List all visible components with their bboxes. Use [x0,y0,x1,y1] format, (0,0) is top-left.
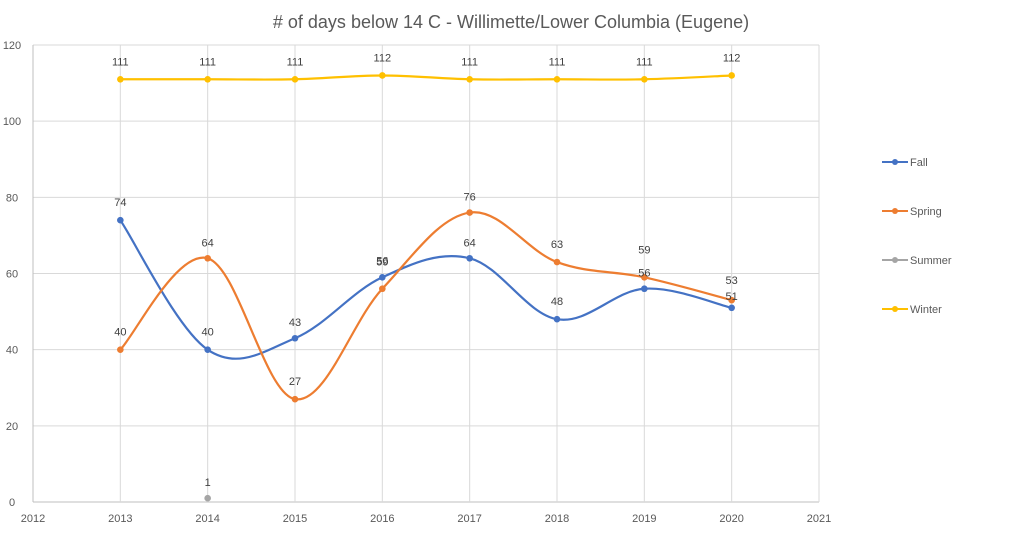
summer-data-label: 1 [205,477,211,489]
fall-data-label: 64 [464,237,476,249]
series-layer [117,72,735,502]
winter-point [728,72,735,79]
x-tick-label: 2013 [108,513,132,525]
winter-data-label: 112 [374,52,392,64]
fall-point [379,274,386,281]
winter-data-label: 111 [112,56,129,68]
chart-title: # of days below 14 C - Willimette/Lower … [273,12,749,32]
grid-layer [32,44,820,503]
winter-data-label: 111 [549,56,566,68]
legend-label-winter: Winter [910,304,942,316]
y-tick-label: 80 [6,192,18,204]
series-winter [117,72,735,83]
y-tick-label: 0 [9,497,15,509]
fall-point [641,285,648,293]
winter-point [466,75,473,83]
winter-data-label: 111 [636,56,653,68]
spring-data-label: 76 [464,192,476,204]
spring-data-label: 63 [551,239,563,251]
legend: Fall Spring Summer Winter [882,157,952,316]
spring-point [641,274,648,281]
series-spring [117,209,735,403]
winter-data-label: 111 [199,56,216,68]
spring-data-label: 40 [114,327,126,339]
fall-point [553,315,561,323]
x-tick-label: 2020 [719,513,743,525]
y-tick-label: 20 [6,421,18,433]
legend-item-winter: Winter [882,304,942,316]
x-tick-label: 2015 [283,513,307,525]
x-tick-label: 2014 [195,513,219,525]
fall-data-label: 43 [289,317,301,329]
spring-data-label: 59 [638,244,650,256]
fall-point [728,304,735,312]
y-tick-label: 120 [3,40,21,52]
winter-point [379,72,386,79]
fall-data-label: 56 [638,268,650,280]
spring-data-label: 53 [726,275,738,287]
fall-data-label: 40 [202,327,214,339]
winter-point [117,75,124,83]
legend-marker-summer [892,257,898,263]
x-tick-label: 2016 [370,513,394,525]
fall-point [291,334,299,342]
fall-data-label: 48 [551,296,563,308]
winter-point [291,75,299,83]
spring-point [117,346,124,353]
winter-line [119,74,733,81]
x-tick-label: 2012 [21,513,45,525]
x-tick-label: 2017 [457,513,481,525]
legend-label-fall: Fall [910,157,928,169]
series-fall [117,216,735,360]
legend-label-spring: Spring [910,206,942,218]
series-summer [204,494,211,502]
fall-point [466,254,473,262]
x-tick-label: 2018 [545,513,569,525]
legend-marker-winter [892,306,898,312]
spring-data-label: 56 [376,256,388,268]
legend-item-summer: Summer [882,255,952,267]
winter-point [553,75,561,83]
axis-layer: 0 20 40 60 80 100 120 2012 2013 2014 2015 2016 2017 2… [3,40,831,525]
spring-point [553,258,561,266]
spring-point [728,296,735,304]
spring-data-label: 27 [289,376,301,388]
spring-point [291,395,299,403]
x-tick-label: 2021 [807,513,831,525]
spring-point [204,254,211,262]
x-tick-label: 2019 [632,513,656,525]
winter-data-label: 112 [723,52,741,64]
winter-point [204,75,211,83]
y-tick-label: 40 [6,345,18,357]
y-tick-label: 60 [6,269,18,281]
legend-item-spring: Spring [882,206,942,218]
fall-data-label: 51 [726,291,738,303]
spring-data-label: 64 [202,237,214,249]
y-tick-label: 100 [3,116,21,128]
winter-data-label: 111 [461,56,478,68]
fall-point [204,346,211,353]
legend-item-fall: Fall [882,157,928,169]
legend-marker-spring [892,208,898,214]
legend-marker-fall [892,159,898,165]
fall-data-label: 74 [114,197,126,209]
winter-data-label: 111 [287,56,304,68]
winter-point [641,75,648,83]
fall-data-label: 59 [376,256,388,268]
spring-point [466,209,473,216]
summer-point [204,494,211,502]
spring-point [379,285,386,293]
legend-label-summer: Summer [910,255,952,267]
fall-point [117,216,124,224]
